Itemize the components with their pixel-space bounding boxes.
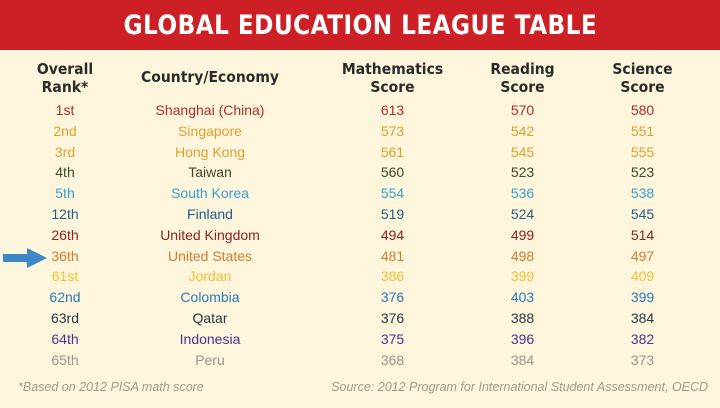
math-score-cell: 494 bbox=[380, 226, 405, 243]
table-row: 61st Jordan 386 399 409 bbox=[0, 266, 720, 287]
science-score-cell: 382 bbox=[630, 330, 655, 347]
country-cell: Qatar bbox=[192, 309, 228, 326]
reading-score-cell: 498 bbox=[510, 247, 535, 264]
table-row: 62nd Colombia 376 403 399 bbox=[0, 287, 720, 308]
header-reading-line2: Score bbox=[500, 78, 545, 96]
table-row: 5th South Korea 554 536 538 bbox=[0, 183, 720, 204]
science-score-cell: 551 bbox=[630, 122, 655, 139]
country-cell: Peru bbox=[195, 351, 225, 368]
table-row: 26th United Kingdom 494 499 514 bbox=[0, 225, 720, 246]
math-score-cell: 613 bbox=[380, 102, 405, 118]
reading-score-cell: 524 bbox=[510, 205, 535, 222]
science-score-cell: 384 bbox=[630, 309, 655, 326]
reading-score-cell: 499 bbox=[510, 226, 535, 243]
reading-score-cell: 384 bbox=[510, 351, 535, 368]
country-cell: United Kingdom bbox=[160, 226, 260, 243]
science-score-cell: 580 bbox=[630, 102, 655, 118]
math-score-cell: 519 bbox=[380, 205, 405, 222]
rank-cell: 65th bbox=[51, 351, 79, 368]
table-body: 1st Shanghai (China) 613 570 580 2nd Singapore… bbox=[0, 100, 720, 370]
country-cell: Finland bbox=[187, 205, 233, 222]
country-cell: Colombia bbox=[180, 289, 240, 306]
rank-cell: 63rd bbox=[50, 309, 80, 326]
country-cell: Singapore bbox=[178, 122, 242, 139]
science-score-cell: 409 bbox=[630, 268, 655, 285]
source-note: Source: 2012 Program for International S… bbox=[331, 380, 708, 394]
math-score-cell: 376 bbox=[380, 309, 405, 326]
reading-score-cell: 396 bbox=[510, 330, 535, 347]
footnote: *Based on 2012 PISA math score bbox=[18, 380, 204, 394]
rank-cell: 4th bbox=[55, 164, 75, 181]
header-math-line2: Score bbox=[370, 78, 415, 96]
footer: *Based on 2012 PISA math score Source: 2… bbox=[0, 378, 720, 398]
math-score-cell: 554 bbox=[380, 185, 405, 202]
table-row: 12th Finland 519 524 545 bbox=[0, 204, 720, 225]
country-cell: Taiwan bbox=[188, 164, 232, 181]
math-score-cell: 376 bbox=[380, 289, 405, 306]
reading-score-cell: 570 bbox=[510, 102, 535, 118]
country-cell: South Korea bbox=[171, 185, 249, 202]
science-score-cell: 523 bbox=[630, 164, 655, 181]
rank-cell: 64th bbox=[51, 330, 79, 347]
reading-score-cell: 542 bbox=[510, 122, 535, 139]
header-science-line2: Score bbox=[620, 78, 665, 96]
arrow-right-icon bbox=[3, 248, 47, 268]
rank-cell: 2nd bbox=[53, 122, 77, 139]
country-cell: Hong Kong bbox=[174, 143, 246, 160]
rank-cell: 5th bbox=[55, 185, 75, 202]
reading-score-cell: 545 bbox=[510, 143, 535, 160]
country-cell: Indonesia bbox=[179, 330, 241, 347]
header-rank: Overall Rank* bbox=[25, 60, 106, 96]
rank-cell: 1st bbox=[55, 102, 75, 118]
reading-score-cell: 403 bbox=[510, 289, 535, 306]
table-row: 64th Indonesia 375 396 382 bbox=[0, 329, 720, 350]
table-row: 36th United States 481 498 497 bbox=[0, 246, 720, 267]
header-science: Science Score bbox=[600, 60, 686, 96]
math-score-cell: 375 bbox=[380, 330, 405, 347]
reading-score-cell: 523 bbox=[510, 164, 535, 181]
table-row: 1st Shanghai (China) 613 570 580 bbox=[0, 100, 720, 121]
table-row: 3rd Hong Kong 561 545 555 bbox=[0, 142, 720, 163]
country-cell: Shanghai (China) bbox=[155, 102, 265, 118]
country-cell: Jordan bbox=[188, 268, 232, 285]
header-reading-line1: Reading bbox=[490, 60, 555, 78]
math-score-cell: 561 bbox=[380, 143, 405, 160]
science-score-cell: 373 bbox=[630, 351, 655, 368]
table-row: 2nd Singapore 573 542 551 bbox=[0, 121, 720, 142]
table-header: Overall Rank* Country/Economy Mathematic… bbox=[0, 60, 720, 98]
table-row: 4th Taiwan 560 523 523 bbox=[0, 162, 720, 183]
math-score-cell: 481 bbox=[380, 247, 405, 264]
header-math: Mathematics Score bbox=[336, 60, 449, 96]
header-rank-line1: Overall bbox=[36, 60, 94, 78]
header-math-line1: Mathematics bbox=[341, 60, 444, 78]
math-score-cell: 573 bbox=[380, 122, 405, 139]
science-score-cell: 538 bbox=[630, 185, 655, 202]
science-score-cell: 555 bbox=[630, 143, 655, 160]
science-score-cell: 545 bbox=[630, 205, 655, 222]
table-row: 65th Peru 368 384 373 bbox=[0, 350, 720, 371]
title-banner: GLOBAL EDUCATION LEAGUE TABLE bbox=[0, 0, 720, 50]
header-rank-line2: Rank* bbox=[41, 78, 89, 96]
math-score-cell: 368 bbox=[380, 351, 405, 368]
science-score-cell: 399 bbox=[630, 289, 655, 306]
header-reading: Reading Score bbox=[480, 60, 566, 96]
header-science-line1: Science bbox=[612, 60, 673, 78]
rank-cell: 62nd bbox=[49, 289, 81, 306]
math-score-cell: 386 bbox=[380, 268, 405, 285]
header-country: Country/Economy bbox=[141, 68, 279, 86]
science-score-cell: 514 bbox=[630, 226, 655, 243]
science-score-cell: 497 bbox=[630, 247, 655, 264]
reading-score-cell: 536 bbox=[510, 185, 535, 202]
table-title: GLOBAL EDUCATION LEAGUE TABLE bbox=[123, 9, 597, 41]
country-cell: United States bbox=[167, 247, 253, 264]
math-score-cell: 560 bbox=[380, 164, 405, 181]
rank-cell: 61st bbox=[51, 268, 79, 285]
rank-cell: 36th bbox=[51, 247, 79, 264]
table-row: 63rd Qatar 376 388 384 bbox=[0, 308, 720, 329]
rank-cell: 12th bbox=[51, 205, 79, 222]
rank-cell: 3rd bbox=[54, 143, 76, 160]
reading-score-cell: 399 bbox=[510, 268, 535, 285]
reading-score-cell: 388 bbox=[510, 309, 535, 326]
rank-cell: 26th bbox=[51, 226, 79, 243]
